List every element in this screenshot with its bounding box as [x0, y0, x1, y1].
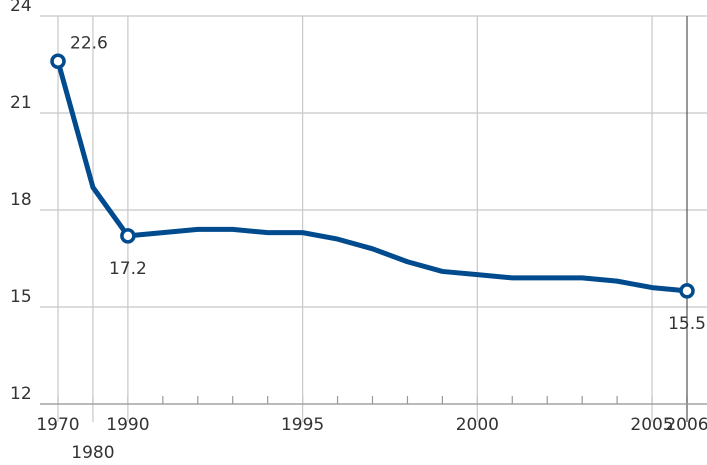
y-tick-label: 15 [10, 287, 32, 307]
point-marker [679, 283, 695, 299]
y-tick-label: 12 [10, 384, 32, 404]
data-label: 15.5 [668, 314, 706, 334]
x-tick-label: 1990 [106, 415, 149, 435]
data-label: 22.6 [70, 33, 108, 53]
x-tick-label: 1995 [281, 415, 324, 435]
y-tick-label: 24 [10, 0, 32, 16]
x-tick-label: 2005 [630, 415, 673, 435]
x-tick-label: 2000 [456, 415, 499, 435]
y-tick-label: 21 [10, 93, 32, 113]
line [55, 60, 688, 294]
x-tick-label: 1980 [71, 443, 114, 463]
y-tick-label: 18 [10, 190, 32, 210]
data-label: 17.2 [109, 259, 147, 279]
x-tick-label: 2006 [665, 415, 707, 435]
point-marker [50, 53, 66, 70]
point-marker [120, 228, 136, 244]
x-tick-label: 1970 [36, 415, 79, 435]
